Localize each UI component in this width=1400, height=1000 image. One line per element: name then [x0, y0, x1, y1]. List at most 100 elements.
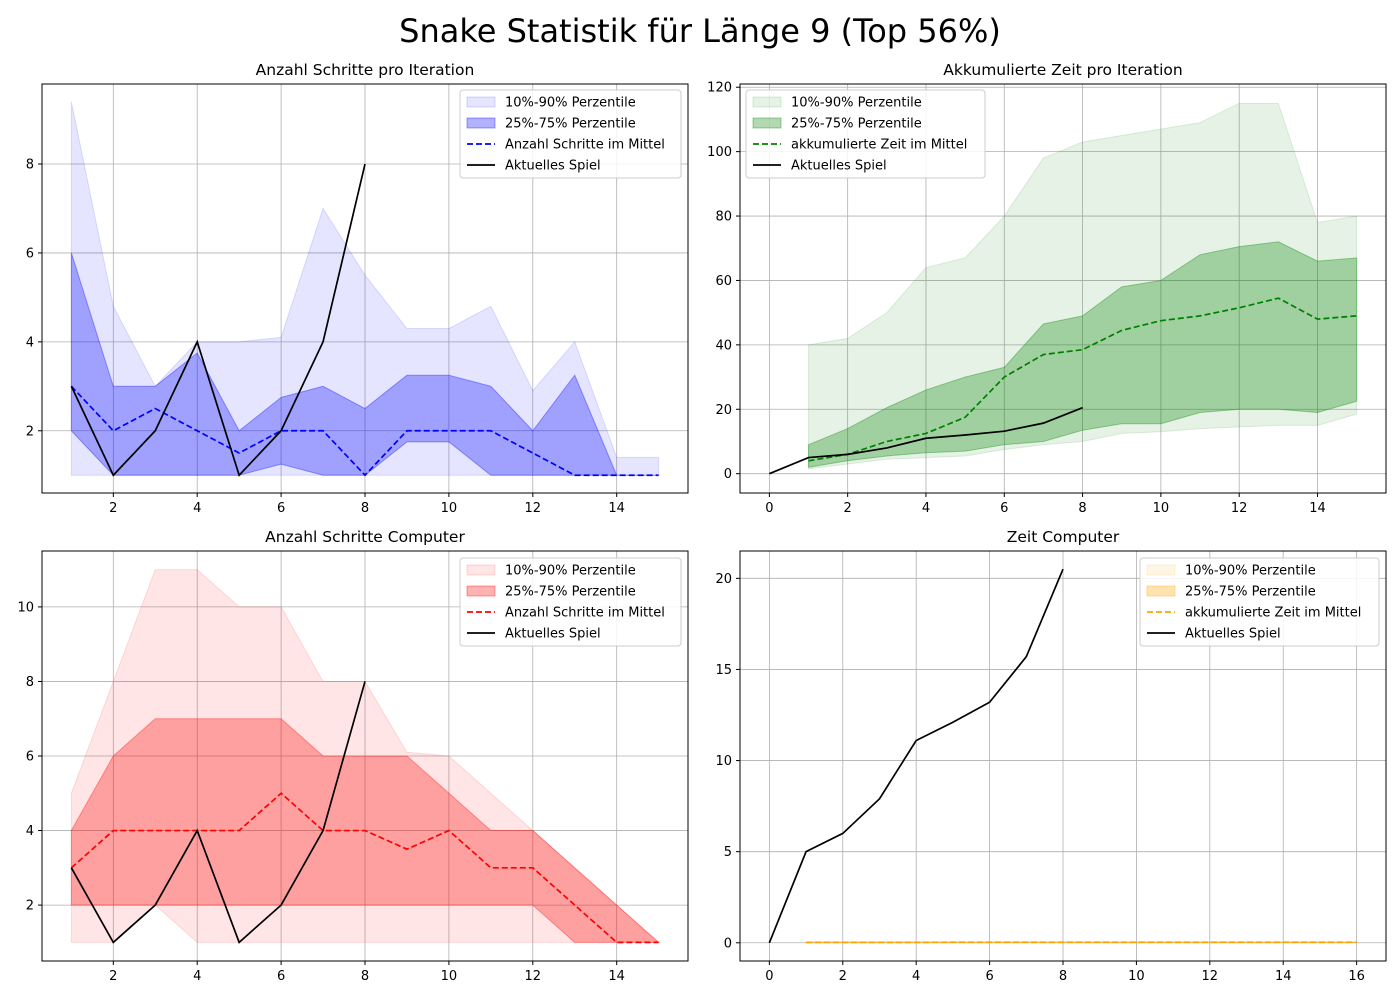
y-tick-label: 2	[26, 424, 34, 439]
x-tick-label: 2	[839, 969, 847, 984]
legend-current-label: Aktuelles Spiel	[791, 159, 887, 174]
mean-line	[808, 297, 1357, 462]
legend-band-25-75-swatch	[1146, 585, 1176, 597]
legend: 10%-90% Perzentile 25%-75% Perzentile Anza…	[459, 89, 682, 179]
percentile-band-10-90	[808, 102, 1358, 470]
legend-box	[459, 557, 682, 647]
x-tick-label: 6	[277, 501, 285, 516]
legend-band-25-75-swatch	[752, 117, 782, 129]
current-game-line	[70, 163, 366, 477]
y-tick-label: 0	[724, 467, 732, 482]
legend-band-10-90-swatch	[752, 96, 782, 108]
legend-current-label: Aktuelles Spiel	[1185, 627, 1281, 642]
percentile-band-25-75	[70, 252, 659, 476]
x-tick-label: 10	[1153, 501, 1170, 516]
legend: 10%-90% Perzentile 25%-75% Perzentile akku…	[745, 89, 986, 179]
x-tick-label: 8	[361, 501, 369, 516]
subplot-1: Anzahl Schritte pro Iteration 2 4 6 8 10 12 14 2…	[26, 61, 689, 516]
x-tick-label: 6	[985, 969, 993, 984]
legend-band-10-90-label: 10%-90% Perzentile	[505, 564, 636, 579]
legend-mean-label: akkumulierte Zeit im Mittel	[791, 138, 967, 153]
x-tick-label: 12	[1202, 969, 1219, 984]
subplot-title: Anzahl Schritte pro Iteration	[256, 61, 475, 79]
current-game-line	[768, 568, 1064, 944]
x-tick-label: 12	[525, 969, 542, 984]
axes-frame	[739, 83, 1387, 494]
x-tick-label: 2	[109, 969, 117, 984]
subplot-title: Zeit Computer	[1007, 528, 1120, 546]
x-tick-label: 14	[608, 969, 625, 984]
legend-band-10-90-label: 10%-90% Perzentile	[791, 96, 922, 111]
y-tick-label: 100	[707, 145, 732, 160]
y-tick-label: 8	[26, 158, 34, 173]
y-tick-label: 60	[715, 274, 732, 289]
x-tick-label: 10	[441, 501, 458, 516]
y-tick-label: 40	[715, 338, 732, 353]
subplot-3: Anzahl Schritte Computer 2 4 6 8 10 12 14 2 4 6 8 10…	[17, 528, 689, 984]
y-tick-label: 6	[26, 246, 34, 261]
x-tick-label: 16	[1348, 969, 1365, 984]
legend-band-25-75-label: 25%-75% Perzentile	[1185, 585, 1316, 600]
x-tick-label: 14	[1275, 969, 1292, 984]
mean-line	[70, 385, 659, 477]
legend-band-25-75-label: 25%-75% Perzentile	[791, 117, 922, 132]
x-tick-label: 10	[441, 969, 458, 984]
legend-band-10-90-swatch	[466, 564, 496, 576]
subplot-title: Anzahl Schritte Computer	[265, 528, 465, 546]
current-game-line	[70, 681, 366, 944]
legend-current-label: Aktuelles Spiel	[505, 627, 601, 642]
legend-band-25-75-swatch	[466, 117, 496, 129]
subplot-4: Zeit Computer 0 2 4 6 8 10 12 14 16 0 5 10 15 20 10%-90…	[715, 528, 1387, 984]
legend-box	[1139, 557, 1380, 647]
y-tick-label: 0	[724, 936, 732, 951]
y-tick-label: 20	[715, 572, 732, 587]
x-tick-label: 8	[361, 969, 369, 984]
x-tick-label: 14	[608, 501, 625, 516]
x-tick-label: 10	[1128, 969, 1145, 984]
legend-band-10-90-swatch	[466, 96, 496, 108]
y-tick-label: 10	[17, 600, 34, 615]
x-tick-label: 14	[1309, 501, 1326, 516]
legend-band-10-90-swatch	[1146, 564, 1176, 576]
legend-band-25-75-label: 25%-75% Perzentile	[505, 585, 636, 600]
mean-line	[70, 792, 659, 944]
x-tick-label: 8	[1078, 501, 1086, 516]
y-tick-label: 5	[724, 845, 732, 860]
legend-band-10-90-label: 10%-90% Perzentile	[1185, 564, 1316, 579]
legend-current-label: Aktuelles Spiel	[505, 159, 601, 174]
x-tick-label: 12	[525, 501, 542, 516]
legend-box	[745, 89, 986, 179]
x-tick-label: 2	[844, 501, 852, 516]
y-tick-label: 120	[707, 81, 732, 96]
x-tick-label: 0	[765, 969, 773, 984]
y-tick-label: 2	[26, 899, 34, 914]
y-tick-label: 4	[26, 335, 34, 350]
x-tick-label: 6	[277, 969, 285, 984]
y-tick-label: 6	[26, 750, 34, 765]
x-tick-label: 2	[109, 501, 117, 516]
legend-mean-label: Anzahl Schritte im Mittel	[505, 606, 665, 621]
legend-band-10-90-label: 10%-90% Perzentile	[505, 96, 636, 111]
x-tick-label: 4	[912, 969, 920, 984]
y-tick-label: 80	[715, 210, 732, 225]
figure-title: Snake Statistik für Länge 9 (Top 56%)	[399, 12, 1001, 50]
x-tick-label: 4	[193, 501, 201, 516]
legend: 10%-90% Perzentile 25%-75% Perzentile Anza…	[459, 557, 682, 647]
x-tick-label: 0	[765, 501, 773, 516]
percentile-band-25-75	[808, 241, 1358, 468]
legend: 10%-90% Perzentile 25%-75% Perzentile akku…	[1139, 557, 1380, 647]
subplot-2: Akkumulierte Zeit pro Iteration 0 2 4 6 8 10 12…	[707, 61, 1387, 516]
current-game-line	[769, 406, 1083, 475]
legend-mean-label: Anzahl Schritte im Mittel	[505, 138, 665, 153]
y-tick-label: 20	[715, 403, 732, 418]
x-tick-label: 4	[193, 969, 201, 984]
x-tick-label: 4	[922, 501, 930, 516]
legend-box	[459, 89, 682, 179]
legend-band-25-75-label: 25%-75% Perzentile	[505, 117, 636, 132]
y-tick-label: 8	[26, 675, 34, 690]
subplot-title: Akkumulierte Zeit pro Iteration	[943, 61, 1182, 79]
x-tick-label: 6	[1000, 501, 1008, 516]
y-tick-label: 4	[26, 824, 34, 839]
y-tick-label: 15	[715, 663, 732, 678]
